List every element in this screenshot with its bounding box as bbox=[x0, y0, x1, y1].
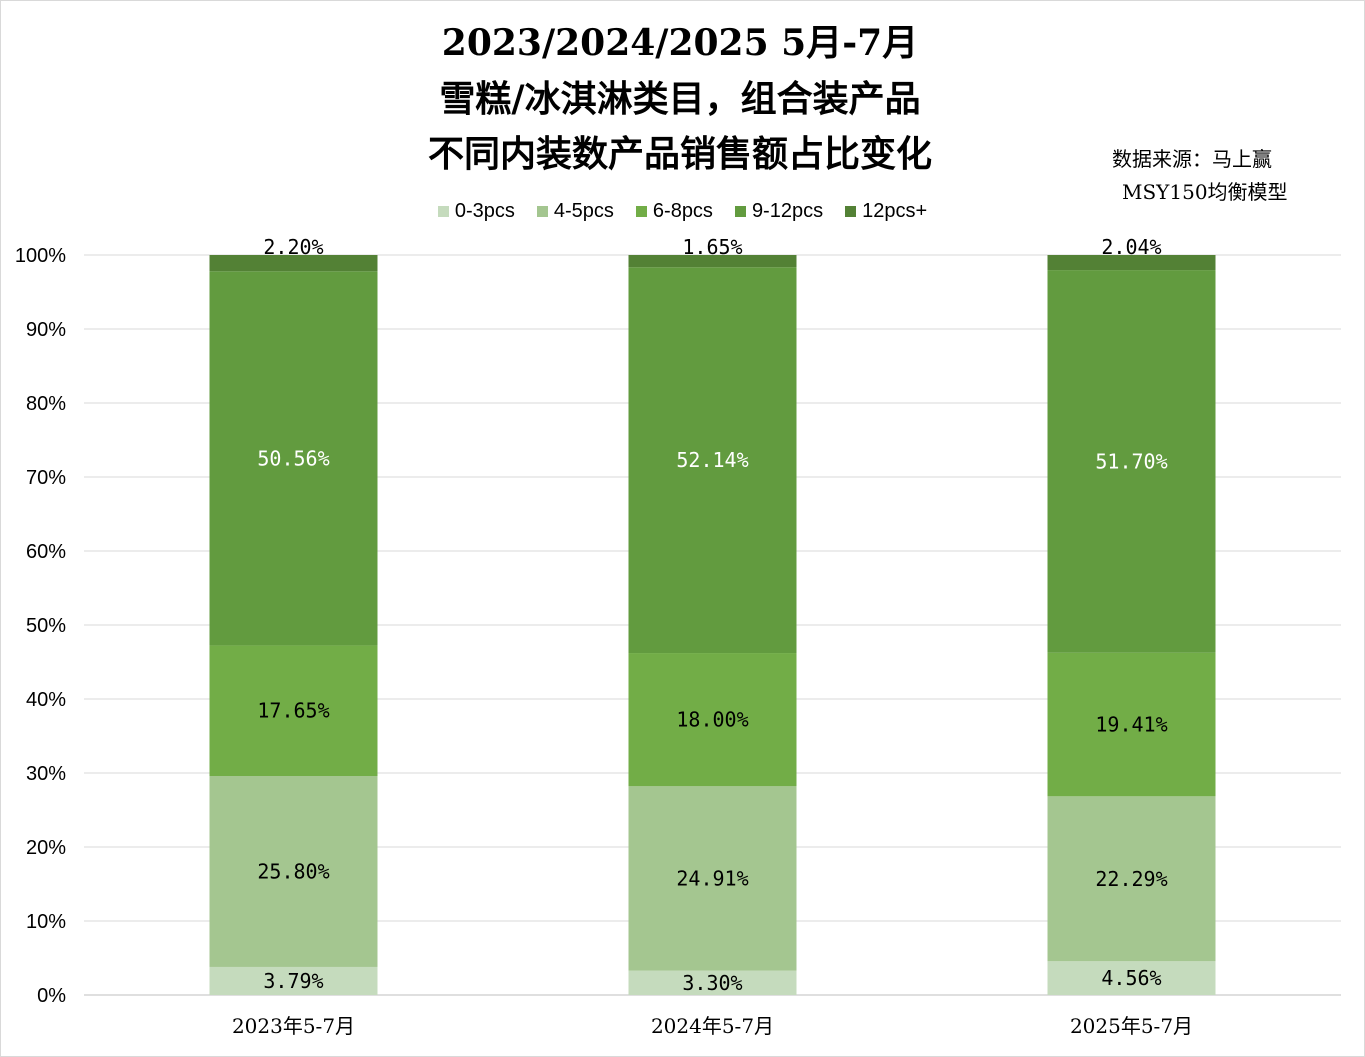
y-tick-label: 100% bbox=[15, 245, 66, 267]
legend-item-2: 6-8pcs bbox=[635, 200, 713, 223]
data-label: 3.79% bbox=[263, 969, 323, 993]
legend-label: 4-5pcs bbox=[553, 200, 614, 222]
legend-item-1: 4-5pcs bbox=[536, 200, 614, 223]
legend-label: 9-12pcs bbox=[751, 200, 824, 222]
y-tick-label: 80% bbox=[26, 393, 66, 415]
legend-label: 0-3pcs bbox=[454, 200, 515, 222]
x-category-label: 2023年5-7月 bbox=[232, 1014, 355, 1038]
y-tick-label: 50% bbox=[26, 615, 66, 637]
y-tick-label: 40% bbox=[26, 689, 66, 711]
x-category-label: 2024年5-7月 bbox=[651, 1014, 774, 1038]
bar-segment bbox=[209, 255, 378, 272]
data-label: 4.56% bbox=[1101, 966, 1161, 990]
data-label: 19.41% bbox=[1095, 712, 1167, 736]
y-tick-label: 10% bbox=[26, 911, 66, 933]
chart-title-line-2: 雪糕/冰淇淋类目，组合装产品 bbox=[439, 78, 921, 120]
chart-legend: 0-3pcs 4-5pcs 6-8pcs 9-12pcs 12pcs+ bbox=[0, 200, 1365, 223]
data-label: 3.30% bbox=[682, 971, 742, 995]
data-label: 50.56% bbox=[257, 446, 329, 470]
legend-label: 12pcs+ bbox=[862, 200, 928, 222]
y-tick-label: 30% bbox=[26, 763, 66, 785]
bar-segment bbox=[628, 653, 797, 787]
y-tick-label: 0% bbox=[37, 985, 66, 1007]
y-tick-label: 90% bbox=[26, 319, 66, 341]
data-label: 2.04% bbox=[1101, 235, 1161, 259]
data-label: 1.65% bbox=[682, 235, 742, 259]
bar-segment bbox=[209, 645, 378, 777]
legend-item-0: 0-3pcs bbox=[437, 200, 515, 223]
y-tick-label: 60% bbox=[26, 541, 66, 563]
data-label: 22.29% bbox=[1095, 867, 1167, 891]
bar-segment bbox=[1047, 255, 1216, 271]
legend-item-3: 9-12pcs bbox=[734, 200, 824, 223]
legend-swatch bbox=[635, 206, 647, 217]
data-label: 2.20% bbox=[263, 235, 323, 259]
bar-segment bbox=[209, 271, 378, 646]
bar-segment bbox=[209, 776, 378, 967]
legend-swatch bbox=[437, 206, 449, 217]
bar-segment bbox=[628, 970, 797, 995]
source-note-line-1: 数据来源：马上赢 bbox=[1112, 147, 1272, 171]
bar-segment bbox=[628, 786, 797, 971]
legend-swatch bbox=[845, 206, 857, 217]
bar-segment bbox=[1047, 652, 1216, 797]
legend-item-4: 12pcs+ bbox=[845, 200, 927, 223]
bar-segment bbox=[628, 267, 797, 654]
data-label: 17.65% bbox=[257, 699, 329, 723]
data-label: 52.14% bbox=[676, 448, 748, 472]
data-label: 18.00% bbox=[676, 708, 748, 732]
legend-swatch bbox=[536, 206, 548, 217]
bar-segment bbox=[628, 255, 797, 268]
bar-segment bbox=[1047, 796, 1216, 962]
data-label: 51.70% bbox=[1095, 449, 1167, 473]
source-note-line-2: MSY150均衡模型 bbox=[1122, 180, 1288, 204]
chart-title-line-1: 2023/2024/2025 5月-7月 bbox=[441, 22, 919, 64]
bar-segment bbox=[209, 966, 378, 995]
x-category-label: 2025年5-7月 bbox=[1070, 1014, 1193, 1038]
y-tick-label: 20% bbox=[26, 837, 66, 859]
chart-title-line-3: 不同内装数产品销售额占比变化 bbox=[427, 133, 932, 175]
legend-label: 6-8pcs bbox=[652, 200, 713, 222]
data-label: 25.80% bbox=[257, 859, 329, 883]
y-tick-label: 70% bbox=[26, 467, 66, 489]
bar-segment bbox=[1047, 270, 1216, 653]
bar-segment bbox=[1047, 961, 1216, 995]
legend-swatch bbox=[734, 206, 746, 217]
data-label: 24.91% bbox=[676, 866, 748, 890]
